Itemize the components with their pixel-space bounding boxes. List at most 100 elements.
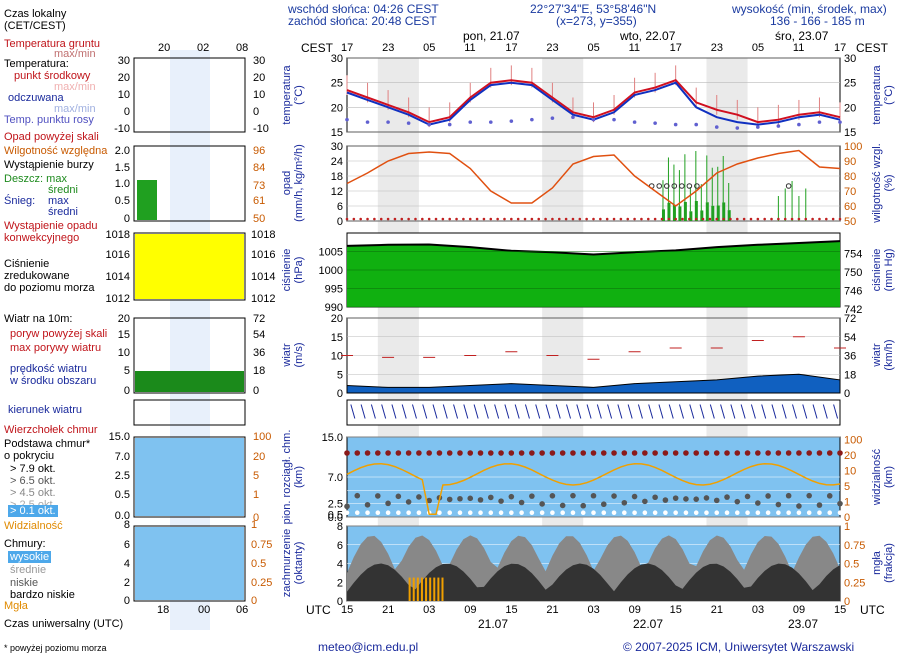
cloud-base-low-dot [755,510,761,516]
pressure-mmhg-tick: 742 [844,304,862,316]
dew-point-dot [612,117,616,122]
fog-ytick: 0.25 [844,577,865,589]
cloud-base-dot [734,498,741,505]
legend-hum-tick: 50 [253,213,265,225]
axis-title-line1: zachmurzenie [281,529,293,597]
cloud-top-dot [755,450,761,456]
cloud-base-low-dot [622,510,627,516]
footer-email[interactable]: meteo@icm.edu.pl [318,640,419,654]
cloud-top-dot [446,450,453,456]
visibility-ytick: 1 [844,497,850,509]
wind-arrow [627,404,633,419]
precip-baseline-dot [489,217,493,221]
precip-baseline-dot [612,217,616,221]
cloud-base-dot [477,497,484,503]
precip-baseline-dot [688,217,691,221]
cloud-top-dot [816,450,823,456]
wind-arrow [792,404,797,419]
axis-title-line2: (km) [883,466,895,488]
utc-hour-1: 18 [157,604,170,616]
cloud-top-dot [529,450,535,456]
cloud-base-dot [600,501,607,508]
wind-arrow [545,404,551,419]
precip-baseline-dot [523,217,527,221]
legend-conv-precip: Wystąpienie opadu [4,220,98,232]
cloud-base-low-dot [580,510,586,516]
precip-baseline-dot [434,217,438,221]
precip-bar [727,210,731,221]
cloud-base-low-dot [375,510,381,516]
cloud-base-low-dot [570,510,576,516]
dew-point-dot [776,124,781,128]
precip-baseline-dot [619,217,623,221]
legend-pres-tick-left: 1018 [106,229,130,241]
precip-bar [683,201,687,221]
cloud-base-low-dot [683,510,689,516]
cloud-base-low-dot [652,510,658,516]
cloud-base-low-dot [529,510,535,516]
cloud-base-low-dot [776,510,781,516]
visibility-line [346,462,841,516]
dew-point-dot [468,120,473,124]
utc-hour-3: 06 [236,604,249,616]
wind-arrow [637,404,643,419]
cloud-top-dot [672,450,679,456]
wind-ytick: 0 [337,388,343,400]
wind-arrow [514,404,520,419]
precip-baseline-dot [475,217,479,221]
legend-pres-tick-right: 1016 [251,249,275,261]
precip-baseline-dot [503,217,506,221]
humidity-ytick: 50 [844,216,856,228]
precip-baseline-dot [708,217,712,221]
cloud-base-dot [426,497,432,504]
cloud-base-dot [559,502,566,509]
coords-text: 22°27'34"E, 53°58'46"N [530,2,657,16]
legend-okt1: > 7.9 okt. [10,463,56,475]
dew-point-dot [447,122,452,127]
cloud-ytick: 2.5 [328,499,343,511]
legend-wind-tick: 15 [118,329,130,341]
wind-arrow [802,404,808,419]
wind-arrow [761,404,767,419]
axis-title-wind_left: wiatr (m/s) [281,342,305,367]
wind-arrow [668,404,674,419]
wind-kmh-tick: 18 [844,369,856,381]
visibility-ytick: 20 [844,450,856,462]
legend-ground-temp-sub: max/min [54,48,96,60]
fog-bar [425,577,428,601]
legend-pressure-fill [135,234,244,299]
pressure-mmhg-tick: 754 [844,249,862,261]
legend-windkmh-tick: 18 [253,365,265,377]
precip-ytick: 12 [331,186,343,198]
legend-pres-tick-right: 1018 [251,229,275,241]
legend-precip-bar [137,180,157,220]
night-bands [377,58,748,601]
cloud-base-dot [580,502,587,509]
storm-marker [671,183,678,189]
precip-baseline-dot [804,217,808,221]
axis-title-pres_right: ciśnienie (mm Hg) [871,249,895,292]
cloud-top-dot [642,450,648,456]
legend-pressure: Ciśnienie [4,258,50,270]
temp-ytick-left: 20 [331,102,343,114]
precip-baseline-dot [345,217,349,221]
cloud-top-dot [580,450,587,456]
coverage-ytick: 4 [337,559,343,571]
cloud-top-dot [508,450,515,456]
hour-bottom-tick: 03 [587,604,600,616]
cloud-ytick: 15.0 [322,432,343,444]
legend-temp-tick-right: 30 [253,55,265,67]
day-label-3: śro, 23.07 [775,29,829,43]
hour-top-tick: 11 [628,42,640,54]
cloud-base-dot [590,492,597,499]
cloud-base-dot [446,496,453,503]
night-band [542,58,584,601]
dew-point-dot [673,122,678,127]
wind-arrow [740,404,746,419]
cloud-top-dot [416,450,422,456]
axis-title-line2: (oktanty) [293,542,305,585]
wind-arrow [401,404,407,419]
cloud-top-dot [796,450,802,456]
legend-panel-frame [133,57,246,133]
hour-bottom-tick: 21 [382,604,395,616]
